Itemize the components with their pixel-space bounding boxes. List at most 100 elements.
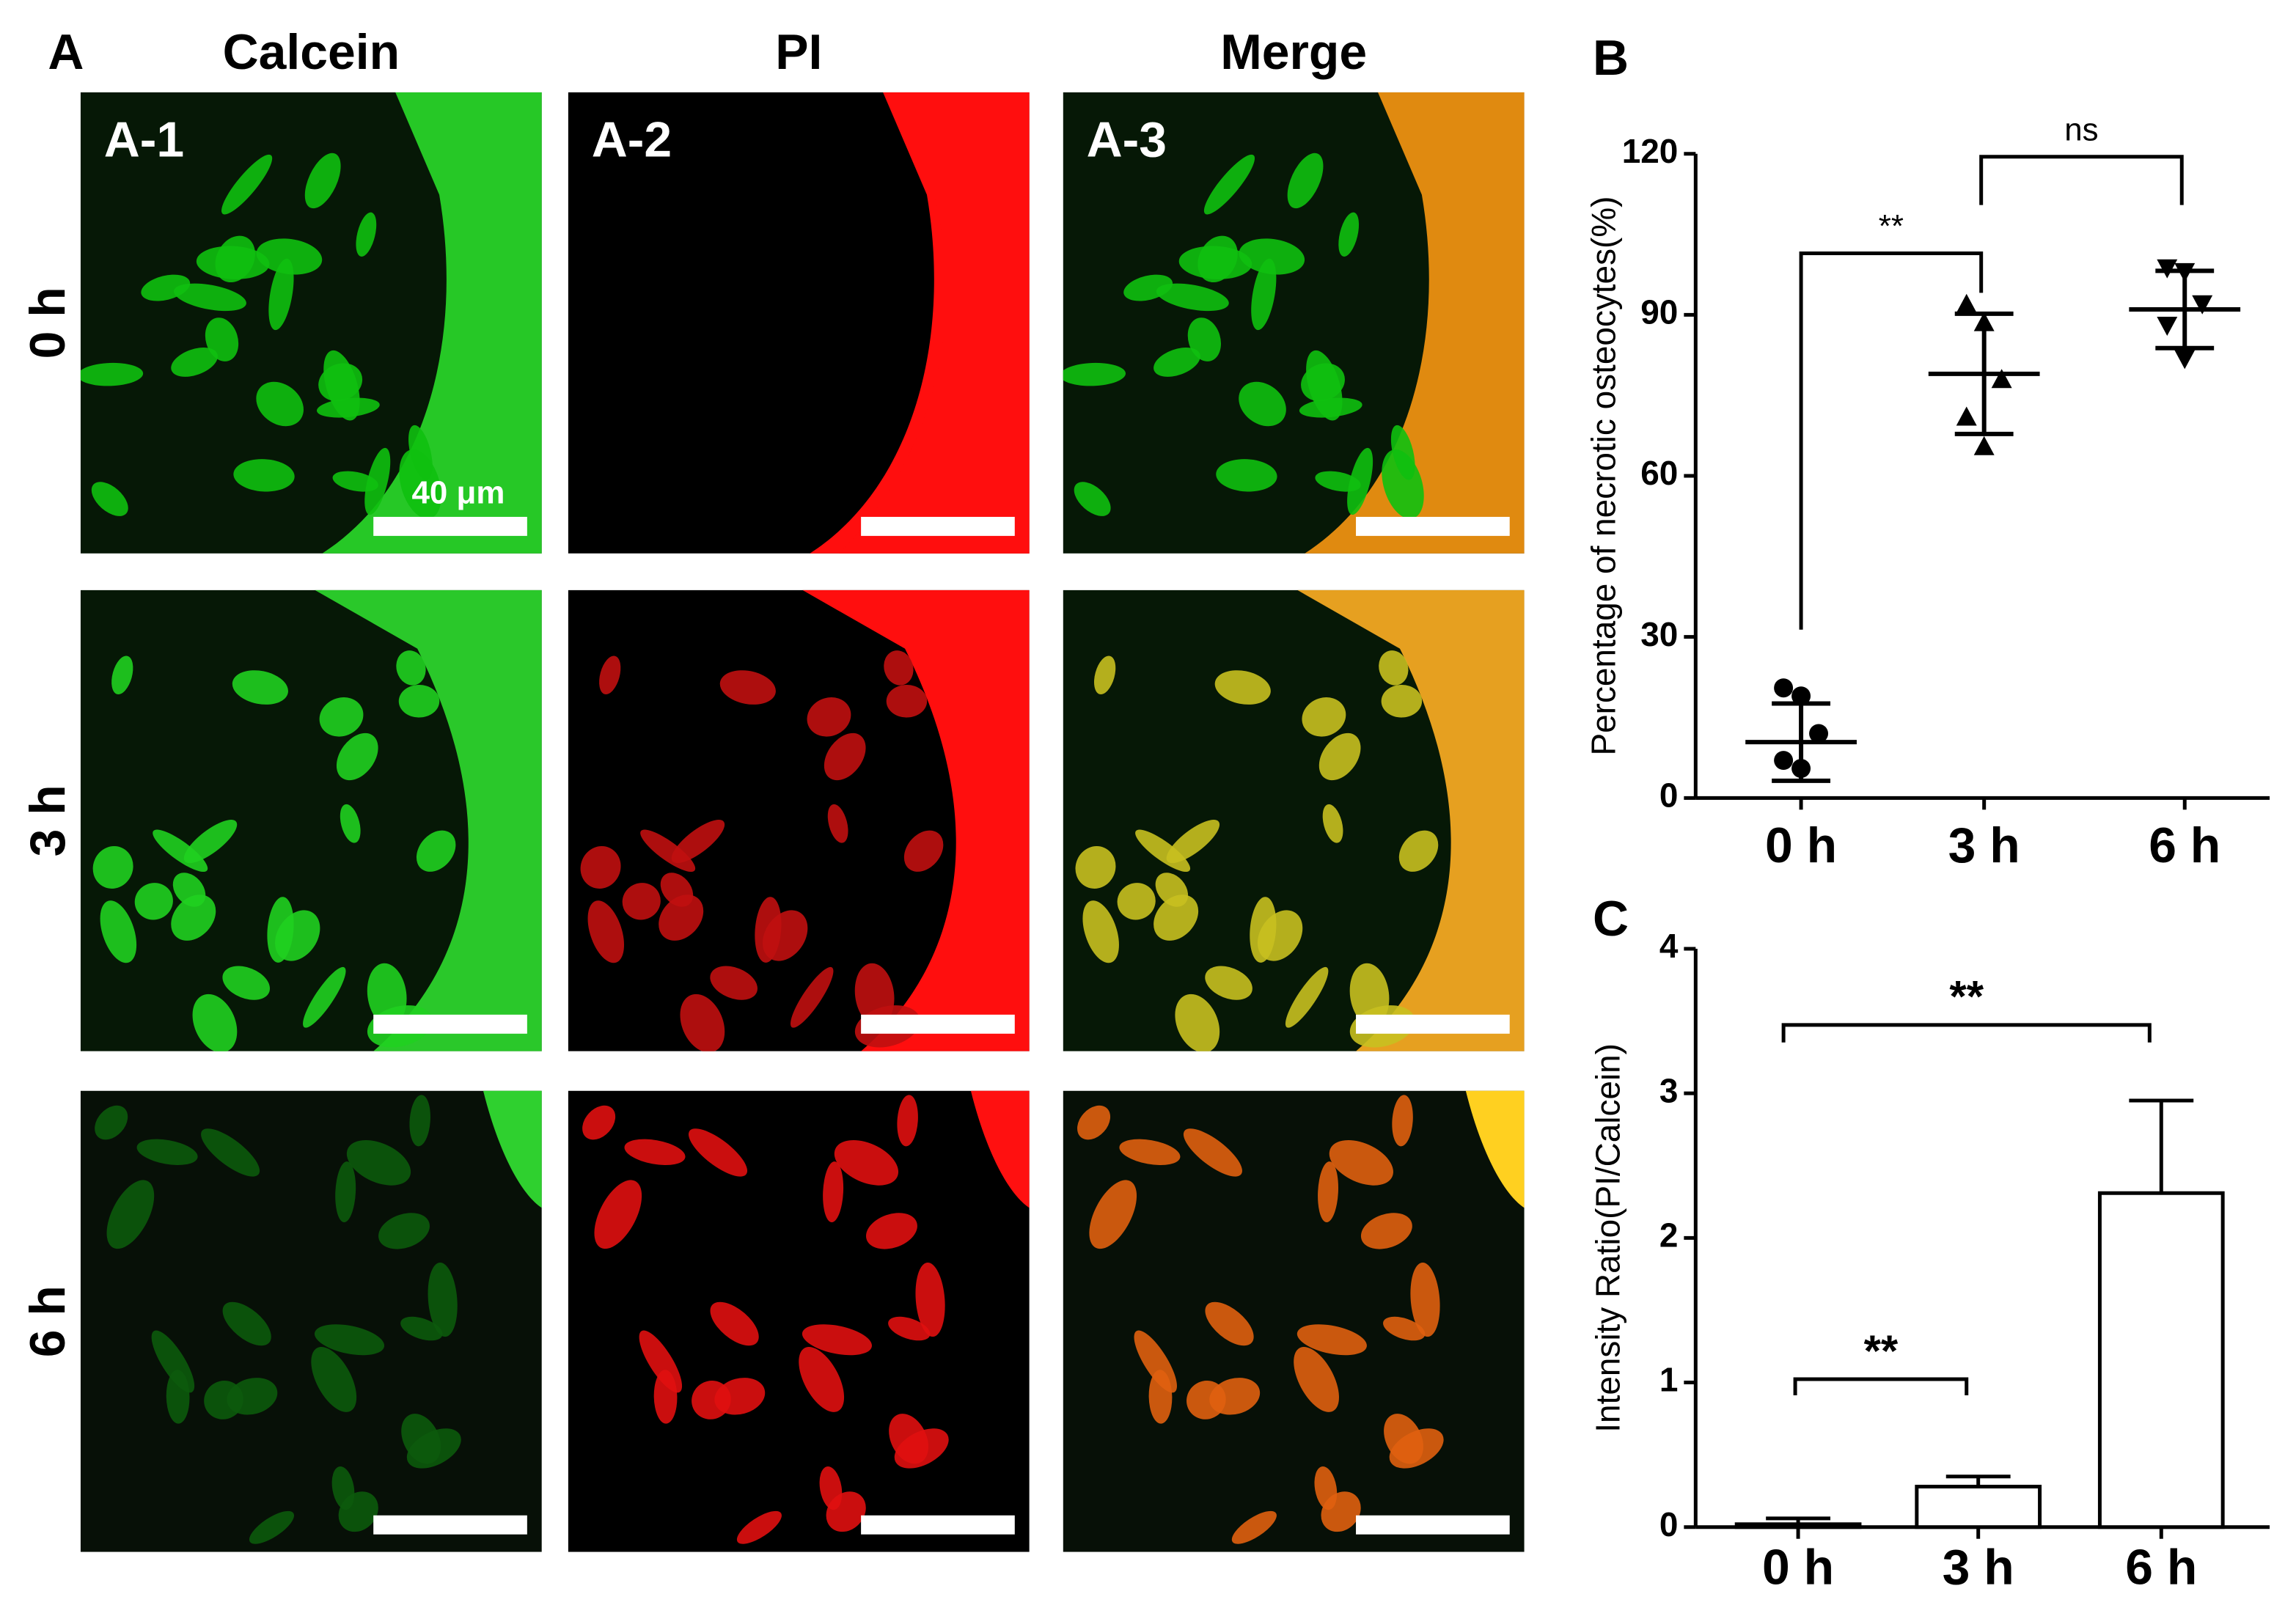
image-background	[568, 1090, 1030, 1552]
cell	[233, 459, 295, 492]
y-tick-label: 1	[1659, 1361, 1679, 1399]
y-axis-label: Intensity Ratio(PI/Calcein)	[1589, 1043, 1627, 1433]
cell	[406, 1428, 461, 1469]
cell	[1063, 362, 1126, 386]
bar	[1734, 1522, 1862, 1529]
scale-bar	[1356, 1515, 1510, 1535]
bone-region	[483, 1090, 542, 1208]
cell	[346, 1139, 411, 1186]
cell	[866, 1213, 917, 1249]
data-point	[1956, 406, 1977, 426]
micrograph	[80, 92, 542, 554]
y-axis-label: Percentage of necrotic osteocytes(%)	[1585, 197, 1623, 756]
data-point	[2192, 295, 2213, 315]
scale-bar	[861, 1515, 1015, 1535]
cell	[80, 362, 144, 386]
column-header: Calcein	[223, 25, 400, 80]
cell	[1349, 963, 1390, 1026]
cell	[886, 684, 928, 718]
cell	[639, 1330, 683, 1393]
y-tick-label: 30	[1640, 615, 1678, 653]
cell	[1239, 381, 1286, 427]
cell	[1178, 246, 1252, 279]
cell	[710, 1301, 759, 1346]
significance-bracket	[1799, 251, 1984, 630]
cell	[151, 1330, 195, 1393]
cell	[256, 381, 304, 427]
cell	[807, 697, 851, 737]
cell	[582, 1105, 616, 1140]
data-point	[2174, 350, 2196, 370]
micrograph	[1063, 1090, 1525, 1552]
cell	[1166, 820, 1220, 864]
panel-label: C	[1593, 892, 1629, 947]
cell	[802, 1324, 872, 1356]
cell	[428, 1262, 458, 1337]
cell	[894, 1428, 949, 1469]
cell	[174, 283, 246, 312]
cell	[95, 1105, 128, 1140]
scale-bar	[1356, 1014, 1510, 1034]
cell	[323, 350, 360, 421]
cell	[680, 994, 725, 1051]
cell	[367, 963, 407, 1026]
cell	[888, 1316, 931, 1341]
y-tick-label: 90	[1640, 293, 1678, 331]
cell	[1296, 1324, 1367, 1356]
micrograph	[80, 1090, 542, 1552]
cell	[688, 1128, 748, 1177]
cell	[396, 650, 426, 686]
cell	[183, 820, 238, 864]
cell	[834, 1139, 899, 1186]
cell	[884, 650, 914, 686]
data-point	[1809, 724, 1829, 743]
cell	[755, 897, 782, 963]
cell	[222, 966, 271, 1000]
cell	[1250, 897, 1277, 963]
bone-region	[1297, 590, 1525, 1051]
micrograph	[568, 92, 1030, 554]
image-label: A-3	[1087, 113, 1167, 168]
cell	[736, 1510, 782, 1544]
y-tick-label: 0	[1659, 776, 1679, 814]
image-background	[80, 1090, 542, 1552]
sd-bar	[2155, 268, 2215, 350]
cell	[319, 697, 364, 737]
cell	[1153, 895, 1199, 941]
cell	[267, 897, 294, 963]
cell	[1287, 153, 1324, 209]
cell	[1205, 1301, 1254, 1346]
cell	[336, 732, 378, 781]
cell	[587, 900, 625, 963]
cell	[356, 212, 377, 257]
cell	[400, 1316, 443, 1341]
x-tick-label: 6 h	[2149, 818, 2220, 873]
cell	[1214, 670, 1271, 705]
data-point	[1956, 293, 1977, 313]
cell	[92, 846, 133, 889]
row-header: 6 h	[21, 1285, 76, 1357]
column-header: PI	[775, 25, 822, 80]
cell	[1186, 1381, 1226, 1419]
cell	[1119, 1139, 1181, 1165]
cell	[1285, 966, 1329, 1028]
x-tick-label: 0 h	[1765, 818, 1837, 873]
cell	[1360, 1213, 1412, 1249]
cell	[659, 895, 704, 941]
micrograph	[80, 590, 542, 1051]
y-tick-label: 2	[1659, 1216, 1679, 1254]
cell	[314, 1324, 385, 1356]
cell	[1117, 883, 1156, 920]
cell	[1329, 1139, 1393, 1186]
cell	[827, 804, 848, 843]
cell	[304, 153, 341, 209]
cell	[91, 482, 128, 516]
micrograph	[1063, 92, 1525, 554]
cell	[303, 966, 346, 1028]
bone-region	[970, 1090, 1030, 1208]
cell	[897, 1095, 918, 1147]
cell	[1216, 459, 1277, 492]
sd-bar	[1954, 311, 2014, 436]
cell	[1338, 212, 1360, 257]
